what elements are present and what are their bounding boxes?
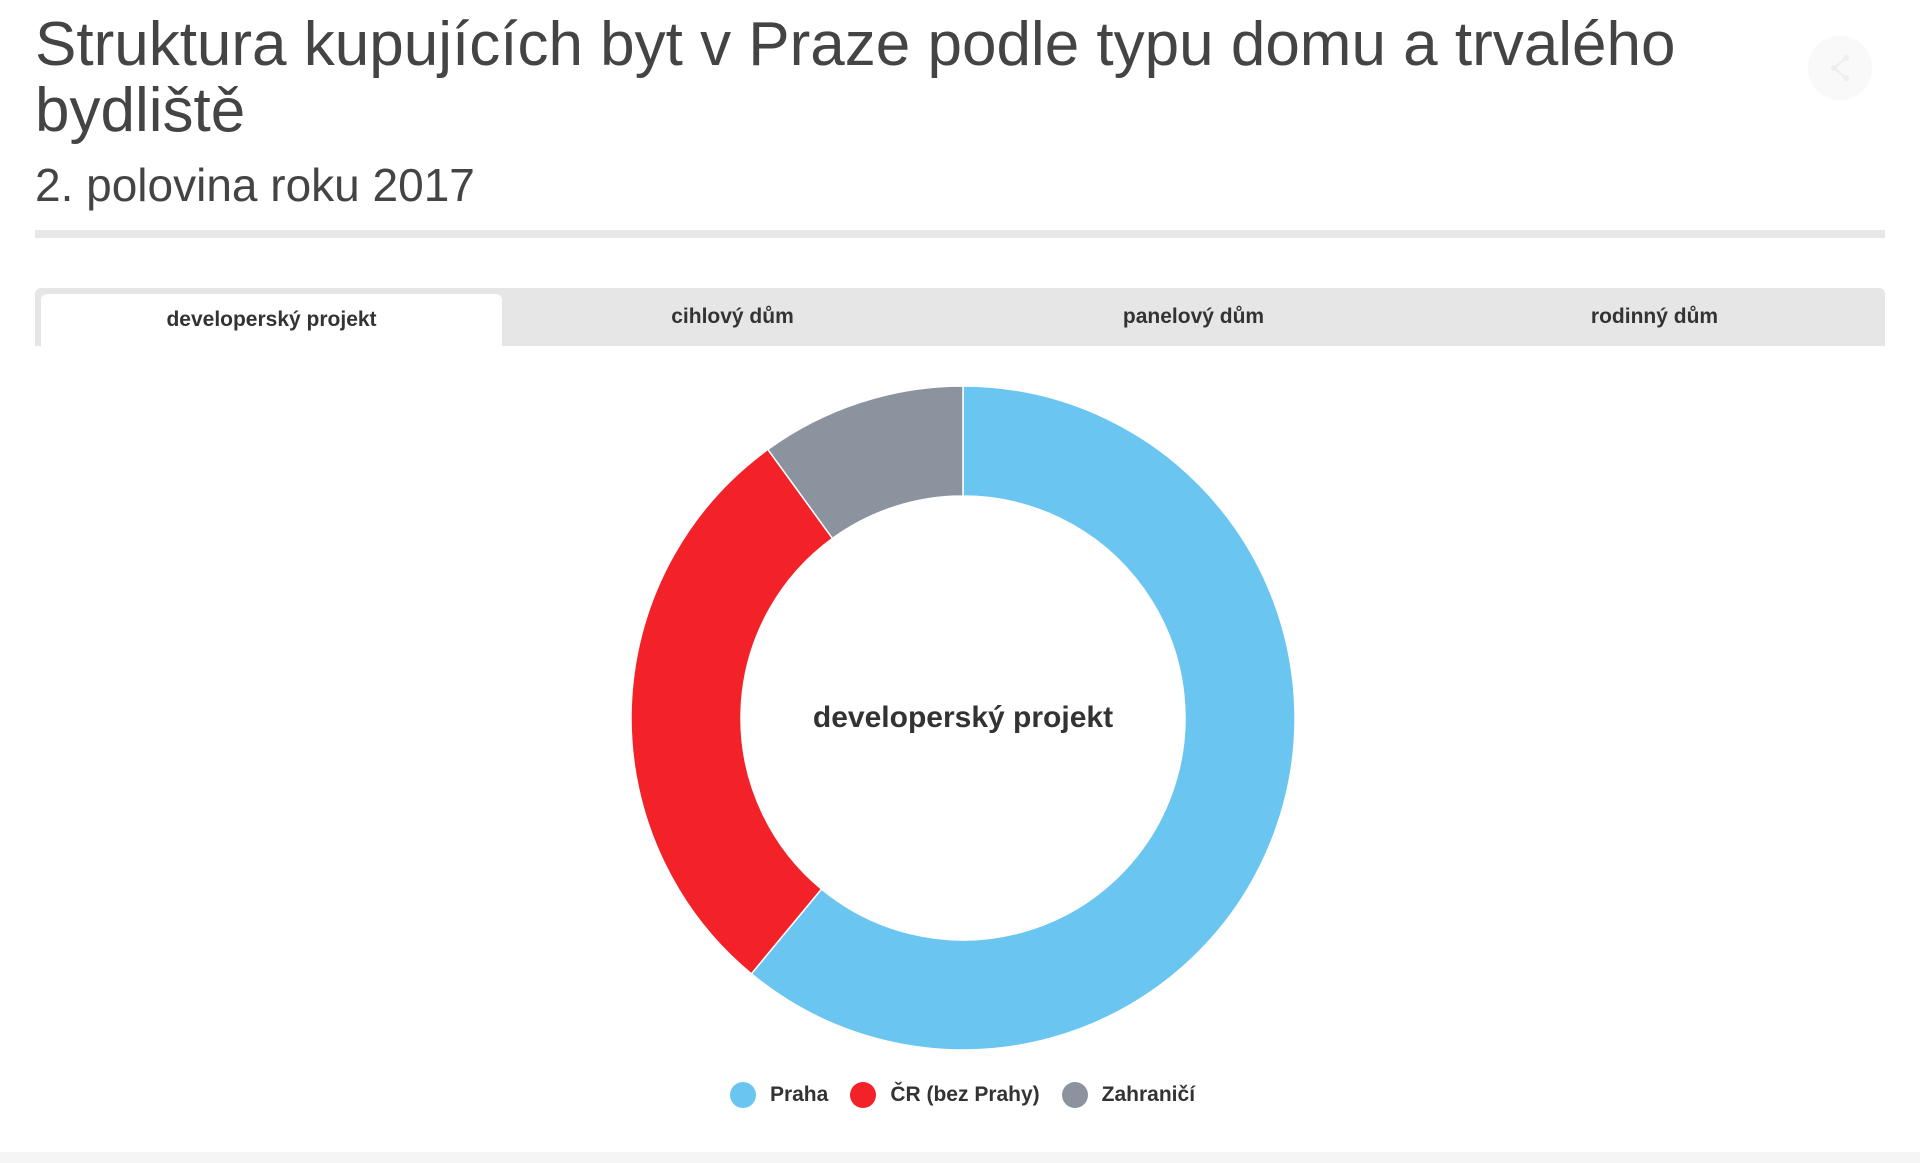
chart-title: Struktura kupujících byt v Praze podle t… — [35, 10, 1676, 145]
chart-subtitle: 2. polovina roku 2017 — [35, 159, 475, 211]
share-button[interactable] — [1808, 36, 1872, 100]
legend-item-zahranici[interactable]: Zahraničí — [1061, 1082, 1196, 1108]
donut-slice-r-bez-prahy[interactable] — [630, 448, 834, 975]
legend-marker — [1061, 1082, 1088, 1108]
legend-label: Praha — [769, 1083, 829, 1106]
tab-cihlovy-dum[interactable]: cihlový dům — [671, 305, 794, 328]
legend-marker — [729, 1082, 756, 1108]
legend-marker — [850, 1082, 877, 1108]
tab-bar: developerský projekt cihlový dům panelov… — [35, 288, 1885, 346]
tab-developersky-projekt[interactable]: developerský projekt — [41, 294, 502, 346]
header-divider — [35, 230, 1885, 238]
tab-panelovy-dum[interactable]: panelový dům — [1122, 305, 1265, 328]
donut-chart: developerský projekt — [630, 385, 1296, 1051]
donut-slice-praha[interactable] — [750, 385, 1296, 1051]
legend-item-praha[interactable]: Praha — [729, 1082, 829, 1108]
chart-legend: Praha ČR (bez Prahy) Zahraničí — [0, 1082, 1920, 1108]
legend-item-cr-bez-prahy[interactable]: ČR (bez Prahy) — [850, 1082, 1040, 1108]
tab-rodinny-dum[interactable]: rodinný dům — [1590, 305, 1719, 328]
donut-slice-zahrani[interactable] — [766, 385, 964, 540]
bottom-strip — [0, 1152, 1920, 1163]
donut-center-label: developerský projekt — [813, 701, 1113, 734]
donut-slices — [630, 385, 1296, 1051]
legend-label: ČR (bez Prahy) — [890, 1083, 1040, 1106]
legend-label: Zahraničí — [1101, 1083, 1196, 1106]
share-icon — [1831, 55, 1849, 81]
